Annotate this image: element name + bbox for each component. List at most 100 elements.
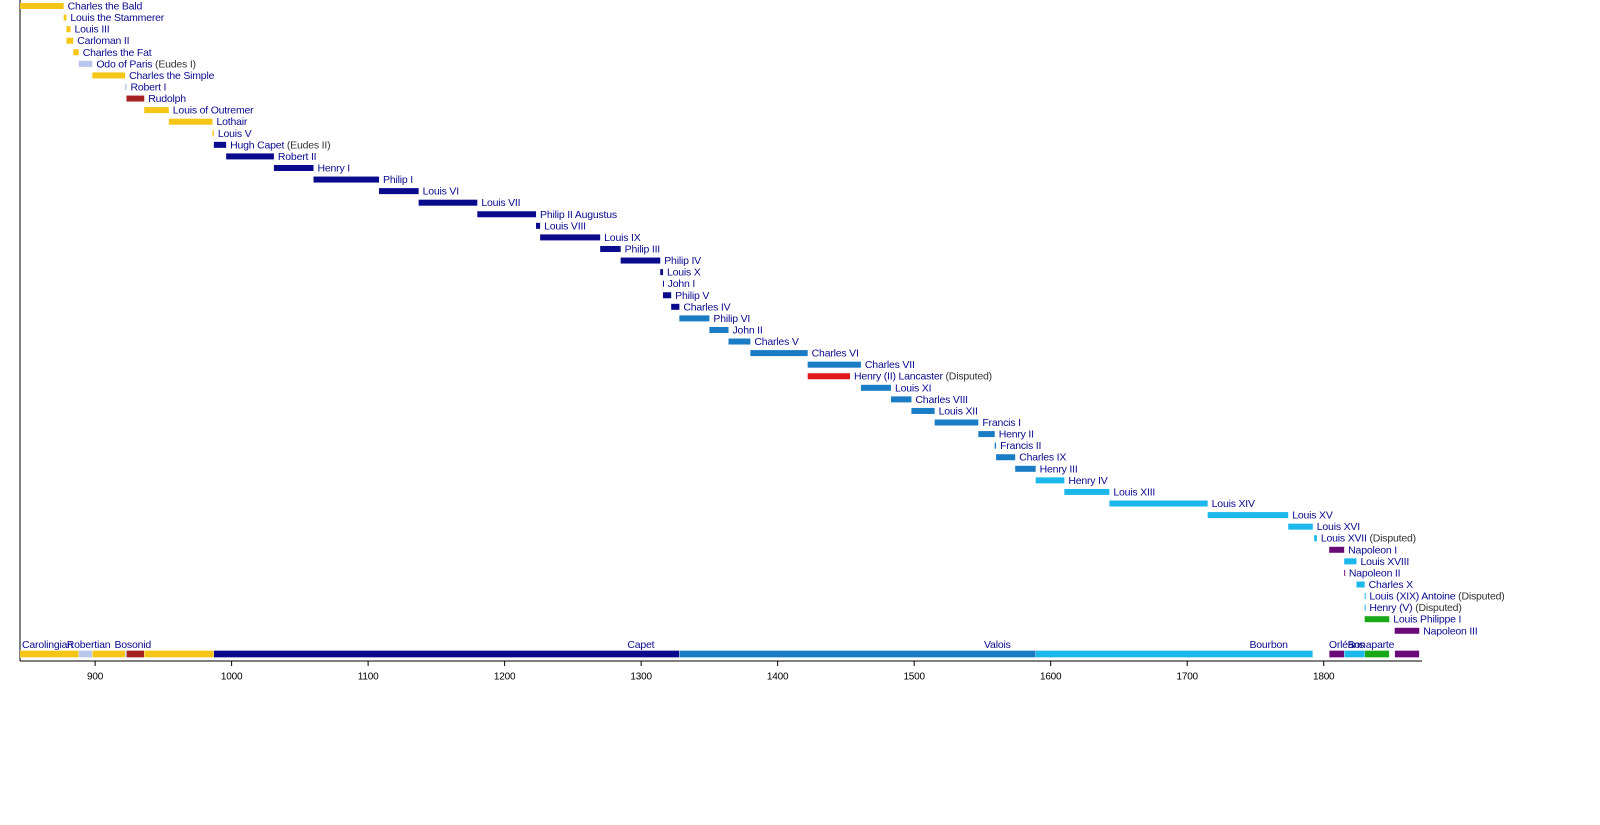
- reign-bar: [540, 234, 601, 241]
- ruler-name: Philip IV: [664, 255, 701, 267]
- dynasty-label: Bonaparte: [1348, 639, 1395, 651]
- reign-bar: [125, 83, 127, 90]
- ruler-name: Louis XIII: [1113, 486, 1155, 498]
- reign-bar: [73, 49, 79, 56]
- reign-bar: [273, 164, 314, 171]
- reign-bar: [1064, 488, 1110, 495]
- dynasty-bar: [126, 650, 145, 658]
- dynasty-bar: [124, 650, 127, 658]
- x-tick-label: 900: [87, 672, 104, 683]
- dynasty-label: Bourbon: [1249, 639, 1288, 651]
- ruler-label: Louis XIV: [1212, 498, 1255, 510]
- reign-bar: [1364, 593, 1366, 600]
- ruler-name: Napoleon I: [1348, 544, 1397, 556]
- ruler-label: Lothair: [216, 116, 247, 128]
- reign-bar: [1364, 616, 1390, 623]
- ruler-label: Louis X: [667, 266, 701, 278]
- ruler-label: Henry (V) (Disputed): [1369, 602, 1461, 614]
- reign-bar: [600, 245, 621, 252]
- dynasty-label: Valois: [984, 639, 1011, 651]
- ruler-name: Louis III: [75, 23, 110, 35]
- ruler-label: Louis VIII: [544, 220, 586, 232]
- reign-bar: [1394, 627, 1420, 634]
- ruler-label: Napoleon I: [1348, 544, 1397, 556]
- ruler-label: Louis VII: [481, 197, 520, 209]
- reign-bar: [1314, 535, 1317, 542]
- reign-bar: [807, 373, 851, 380]
- ruler-label: Henry IV: [1068, 475, 1107, 487]
- ruler-name: Louis XV: [1292, 509, 1333, 521]
- ruler-name: Louis V: [218, 128, 252, 140]
- x-tick-label: 1100: [358, 672, 379, 683]
- ruler-name: Louis of Outremer: [173, 104, 254, 116]
- ruler-label: Louis IX: [604, 232, 641, 244]
- reign-bar: [92, 72, 126, 79]
- ruler-label: Philip VI: [713, 313, 750, 325]
- ruler-name: Charles VI: [812, 347, 859, 359]
- ruler-label: Napoleon II: [1349, 567, 1401, 579]
- reign-bar: [1344, 558, 1357, 565]
- ruler-name: Charles the Fat: [83, 47, 152, 59]
- reign-bar: [477, 211, 537, 218]
- ruler-label: Charles IX: [1019, 452, 1066, 464]
- ruler-name: Charles X: [1369, 579, 1413, 591]
- reign-bar: [671, 303, 680, 310]
- x-tick-label: 1800: [1313, 672, 1335, 683]
- ruler-label: Hugh Capet (Eudes II): [230, 139, 330, 151]
- x-tick-label: 1300: [630, 672, 652, 683]
- reign-bar: [418, 199, 478, 206]
- ruler-name: Louis XVIII: [1360, 556, 1409, 568]
- reign-bar: [994, 442, 997, 449]
- dynasty-label: Orléans: [1329, 639, 1364, 651]
- ruler-name: Louis VI: [423, 185, 459, 197]
- reign-bar: [1207, 512, 1289, 519]
- dynasty-bar: [78, 650, 93, 658]
- ruler-label: Louis V: [218, 128, 252, 140]
- reign-bar: [934, 419, 979, 426]
- ruler-name: Louis Philippe I: [1393, 613, 1461, 625]
- ruler-name: Francis II: [1000, 440, 1041, 452]
- ruler-label: Charles VI: [812, 347, 859, 359]
- x-tick-label: 1700: [1176, 672, 1198, 683]
- x-tick-label: 1600: [1040, 672, 1062, 683]
- ruler-name: Lothair: [216, 116, 247, 128]
- ruler-name: Louis (XIX) Antoine: [1369, 590, 1455, 602]
- reign-bar: [168, 118, 213, 125]
- reign-bar: [728, 338, 751, 345]
- reign-bar: [213, 141, 227, 148]
- ruler-name: John I: [668, 278, 695, 290]
- ruler-label: Louis XV: [1292, 509, 1333, 521]
- reign-bar: [1109, 500, 1208, 507]
- ruler-name: Louis VII: [481, 197, 520, 209]
- reign-bar: [1364, 604, 1366, 611]
- ruler-label: Louis XVII (Disputed): [1321, 533, 1416, 545]
- reign-bar: [313, 176, 380, 183]
- ruler-name: Charles IX: [1019, 452, 1066, 464]
- ruler-name: Philip I: [383, 174, 413, 186]
- reign-bar: [1288, 523, 1313, 530]
- reign-bar: [911, 407, 935, 414]
- ruler-name: Robert II: [278, 151, 316, 163]
- ruler-label: Philip III: [625, 243, 660, 255]
- ruler-label: Philip V: [675, 290, 709, 302]
- reign-bar: [379, 188, 419, 195]
- ruler-label: Louis of Outremer: [173, 104, 254, 116]
- ruler-label: Charles VIII: [915, 394, 967, 406]
- reign-bar: [662, 280, 664, 287]
- reign-bar: [620, 257, 661, 264]
- reign-bar: [1356, 581, 1365, 588]
- reign-bar: [66, 26, 71, 33]
- ruler-label: Henry II: [999, 428, 1034, 440]
- reign-bar: [660, 269, 663, 276]
- reign-bar: [126, 95, 145, 102]
- ruler-name: Charles the Simple: [129, 70, 214, 82]
- ruler-label: John I: [668, 278, 695, 290]
- ruler-label: Rudolph: [148, 93, 186, 105]
- dynasty-bar: [1394, 650, 1420, 658]
- x-tick-label: 1000: [221, 672, 243, 683]
- ruler-name: Philip III: [625, 243, 660, 255]
- ruler-name: Louis XII: [939, 405, 978, 417]
- dynasty-bar: [144, 650, 215, 658]
- ruler-name: Carloman II: [77, 35, 129, 47]
- ruler-name: Francis I: [982, 417, 1020, 429]
